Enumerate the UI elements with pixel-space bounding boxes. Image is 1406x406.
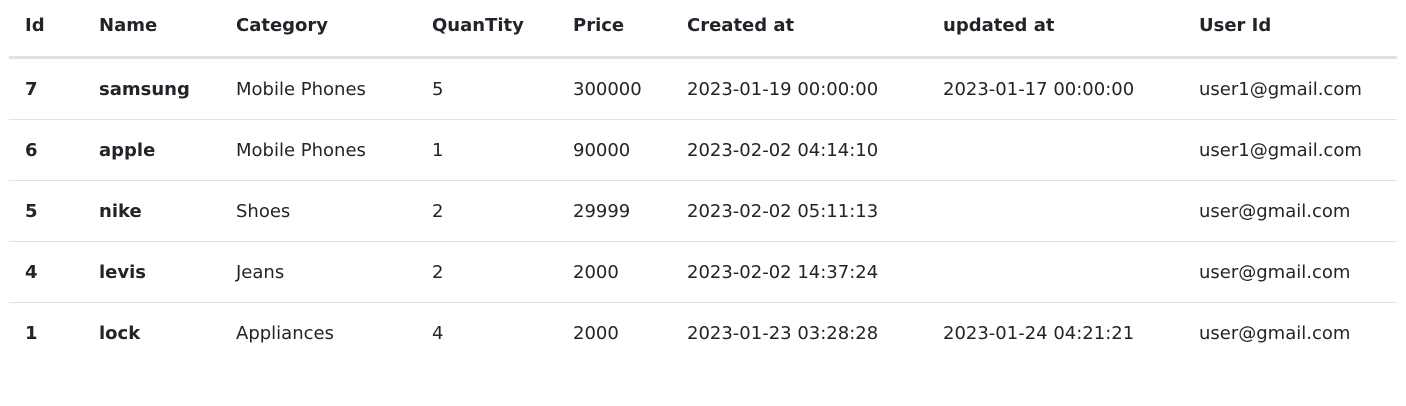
table-header: Id Name Category QuanTity Price Created …	[9, 0, 1397, 59]
products-table: Id Name Category QuanTity Price Created …	[9, 0, 1397, 363]
cell-name: nike	[83, 180, 220, 242]
cell-category: Mobile Phones	[220, 119, 416, 181]
cell-created-at: 2023-01-23 03:28:28	[687, 322, 879, 344]
cell-id: 6	[9, 119, 83, 181]
cell-price: 2000	[557, 241, 671, 303]
table-row: 5 nike Shoes 2 29999 2023-02-02 05:11:13…	[9, 180, 1397, 242]
cell-price: 2000	[573, 322, 619, 344]
cell-quantity: 4	[432, 322, 444, 344]
cell-price: 90000	[557, 119, 671, 181]
cell-created-at: 2023-02-02 05:11:13	[671, 180, 927, 242]
cell-name: lock	[99, 322, 141, 344]
header-price: Price	[557, 0, 671, 59]
cell-updated-at	[927, 241, 1183, 303]
cell-quantity: 2	[416, 180, 557, 242]
cell-user-id: user1@gmail.com	[1183, 57, 1397, 120]
cell-id: 7	[9, 57, 83, 120]
cell-user-id: user@gmail.com	[1183, 241, 1397, 303]
cell-updated-at: 2023-01-24 04:21:21	[943, 322, 1135, 344]
cell-category: Shoes	[220, 180, 416, 242]
header-name: Name	[83, 0, 220, 59]
cell-user-id: user1@gmail.com	[1183, 119, 1397, 181]
products-table-container: Id Name Category QuanTity Price Created …	[9, 0, 1397, 363]
cell-user-id: user@gmail.com	[1183, 180, 1397, 242]
table-row: 1 lock Appliances 4 2000 2023-01-23 03:2…	[9, 303, 1397, 364]
cell-updated-at	[927, 180, 1183, 242]
cell-id: 4	[9, 241, 83, 303]
header-user-id: User Id	[1183, 0, 1397, 59]
header-created-at: Created at	[671, 0, 927, 59]
cell-updated-at: 2023-01-17 00:00:00	[927, 57, 1183, 120]
cell-created-at: 2023-02-02 04:14:10	[671, 119, 927, 181]
cell-quantity: 5	[416, 57, 557, 120]
cell-name: apple	[83, 119, 220, 181]
table-row: 7 samsung Mobile Phones 5 300000 2023-01…	[9, 57, 1397, 120]
cell-id: 5	[9, 180, 83, 242]
cell-updated-at	[927, 119, 1183, 181]
header-quantity: QuanTity	[416, 0, 557, 59]
table-row: 6 apple Mobile Phones 1 90000 2023-02-02…	[9, 119, 1397, 181]
cell-created-at: 2023-01-19 00:00:00	[671, 57, 927, 120]
cell-price: 300000	[557, 57, 671, 120]
header-row: Id Name Category QuanTity Price Created …	[9, 0, 1397, 59]
cell-id: 1	[25, 322, 38, 344]
cell-category: Mobile Phones	[220, 57, 416, 120]
cell-category: Jeans	[220, 241, 416, 303]
cell-name: levis	[83, 241, 220, 303]
cell-price: 29999	[557, 180, 671, 242]
cell-quantity: 2	[416, 241, 557, 303]
cell-user-id: user@gmail.com	[1199, 322, 1351, 344]
cell-category: Appliances	[236, 322, 334, 344]
header-updated-at: updated at	[927, 0, 1183, 59]
cell-name: samsung	[83, 57, 220, 120]
table-row: 4 levis Jeans 2 2000 2023-02-02 14:37:24…	[9, 241, 1397, 303]
cell-quantity: 1	[416, 119, 557, 181]
header-category: Category	[220, 0, 416, 59]
table-body: 7 samsung Mobile Phones 5 300000 2023-01…	[9, 57, 1397, 364]
cell-created-at: 2023-02-02 14:37:24	[671, 241, 927, 303]
header-id: Id	[9, 0, 83, 59]
